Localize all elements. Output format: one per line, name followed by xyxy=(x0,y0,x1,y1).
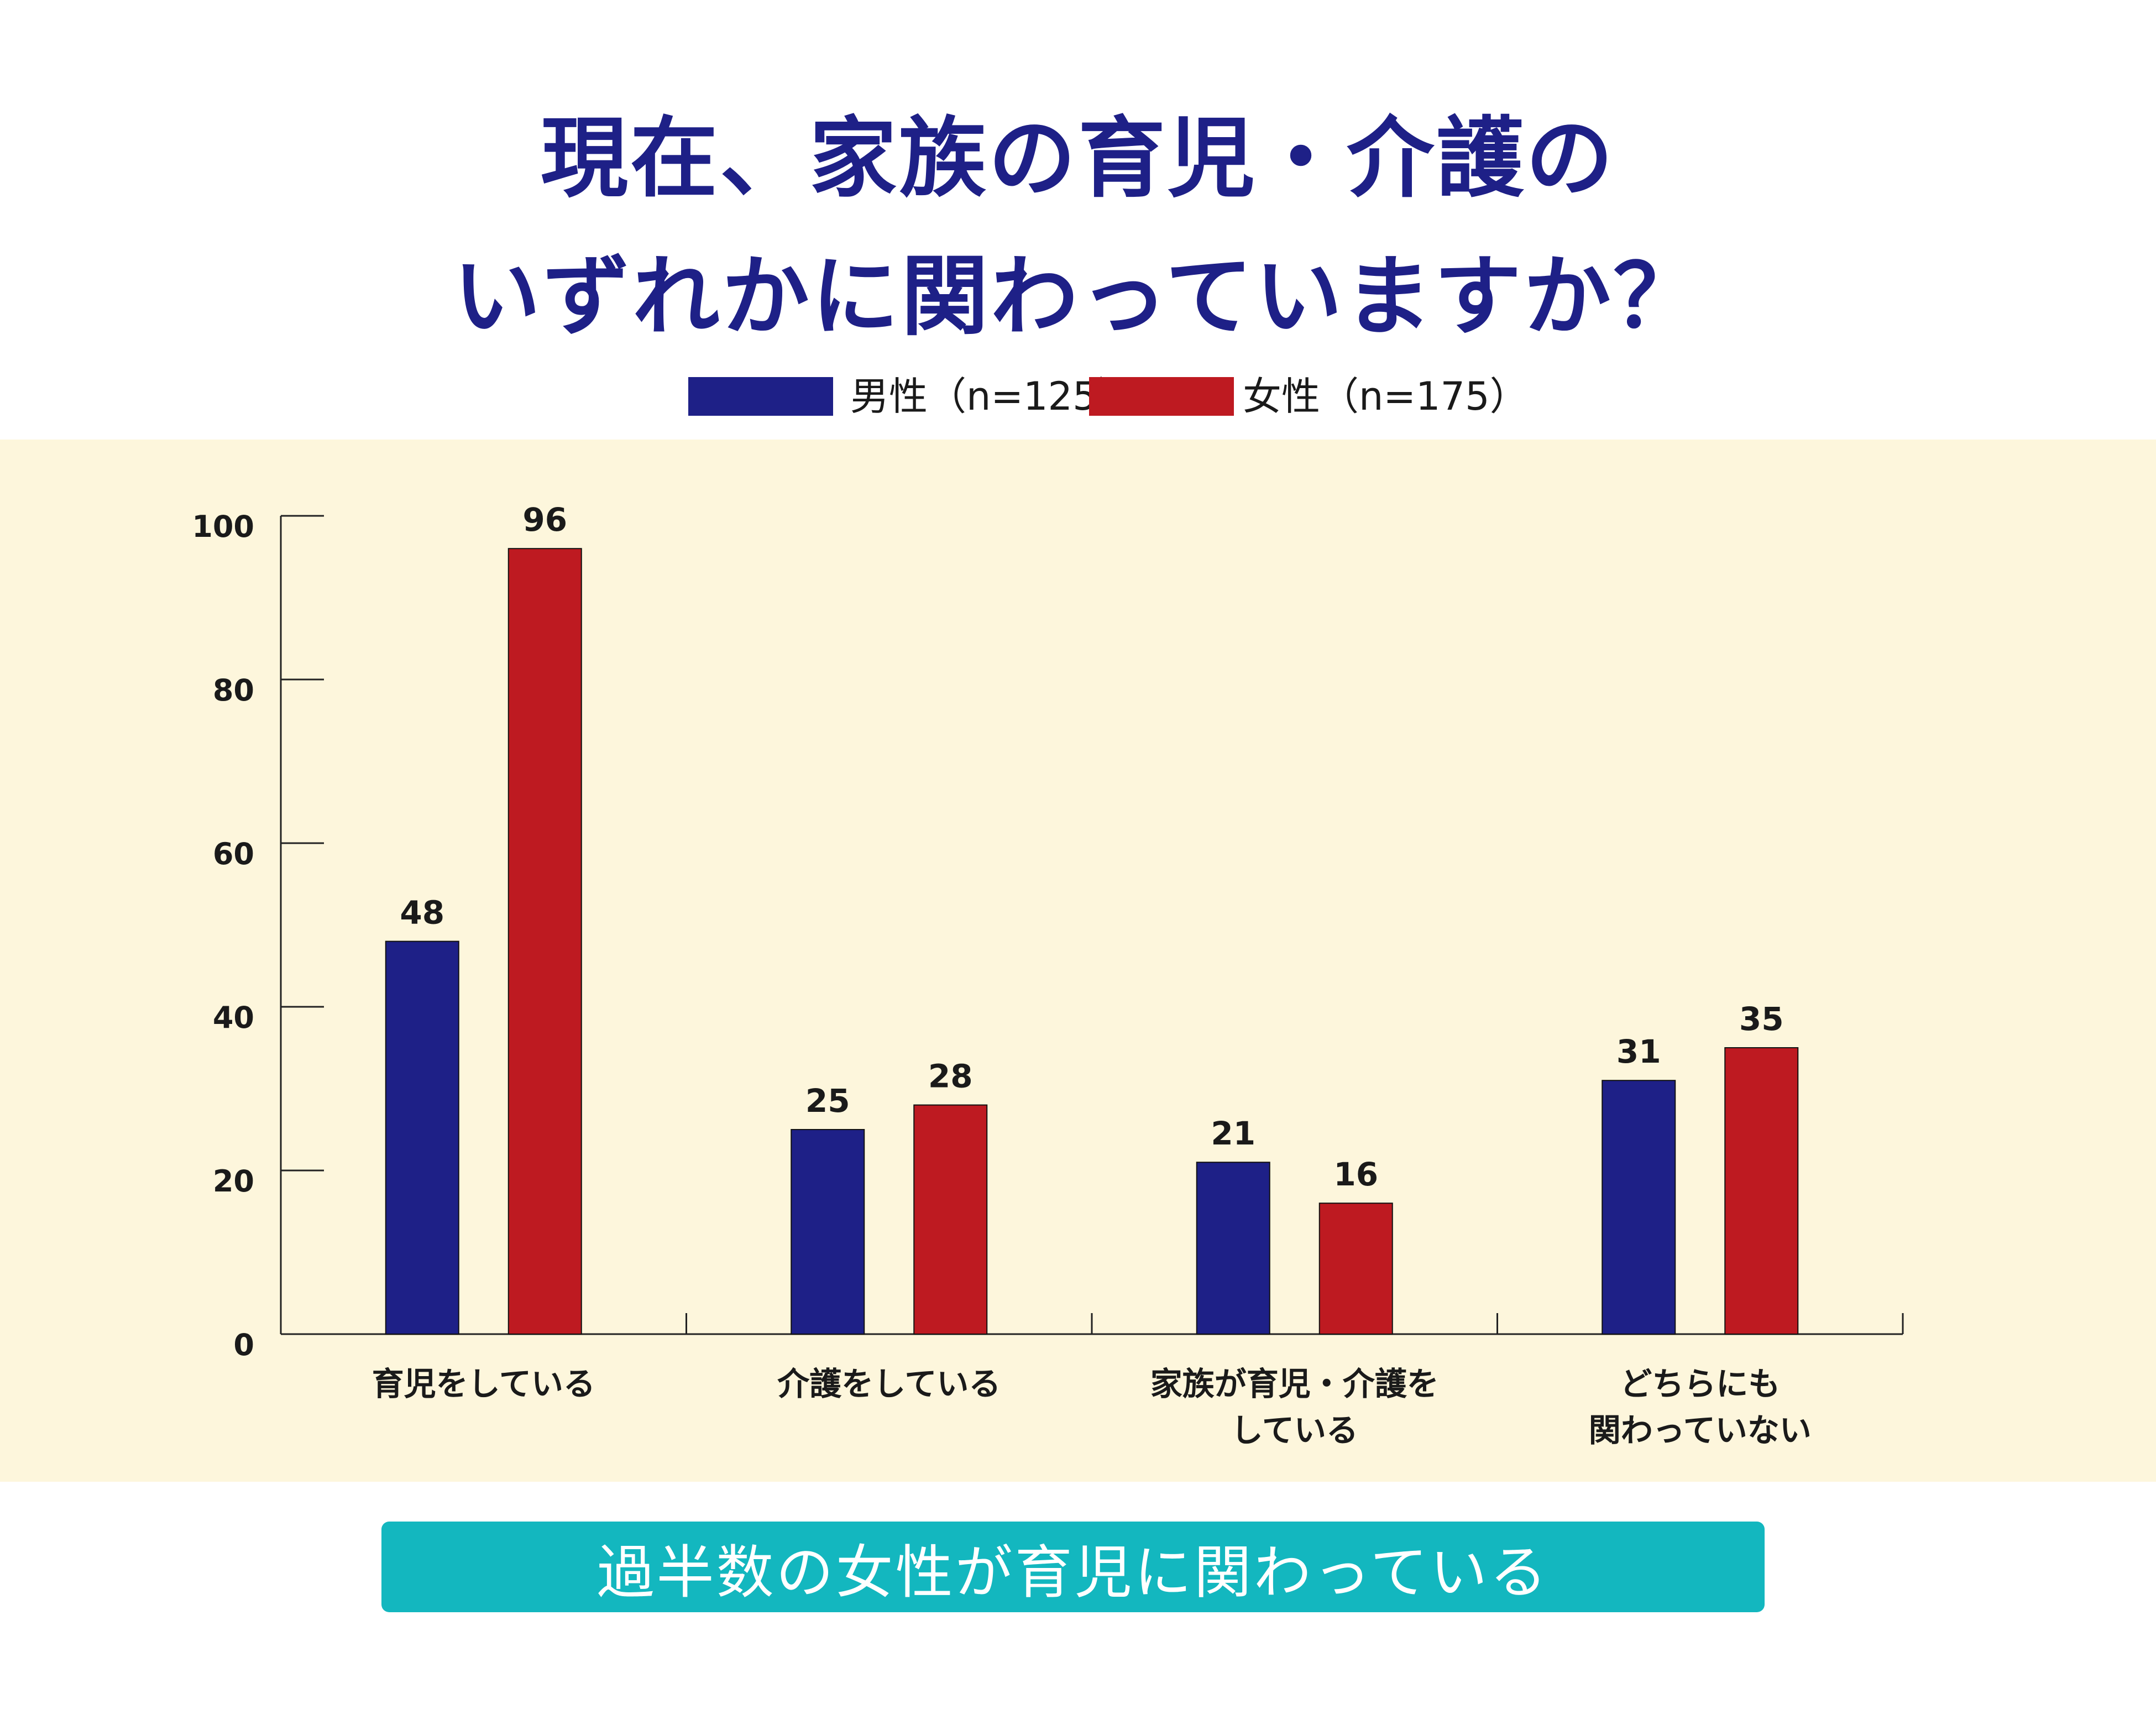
y-tick-label: 60 xyxy=(213,837,254,871)
bar-male-1 xyxy=(791,1129,865,1335)
value-label: 16 xyxy=(1333,1156,1378,1193)
x-category-label: している xyxy=(1231,1412,1358,1449)
chart-title-line-1: 現在、家族の育児・介護の xyxy=(541,108,1615,210)
x-category-label: どちらにも xyxy=(1620,1365,1780,1403)
y-tick-label: 80 xyxy=(213,673,254,708)
legend-swatch-female xyxy=(1089,377,1234,416)
bar-male-3 xyxy=(1602,1080,1676,1335)
bar-male-2 xyxy=(1196,1162,1270,1335)
value-label: 96 xyxy=(522,501,567,539)
y-tick-label: 100 xyxy=(192,509,254,544)
x-category-label: 介護をしている xyxy=(777,1365,1001,1403)
value-label: 28 xyxy=(928,1058,973,1095)
value-label: 31 xyxy=(1616,1033,1661,1070)
value-label: 21 xyxy=(1211,1115,1255,1152)
legend-label-female: 女性（n=175） xyxy=(1243,374,1529,419)
chart-panel: 0 20 40 60 80 100 48 96 育児をしている 25 28 介護をしている 21 16 家族… xyxy=(0,440,2156,1482)
value-label: 48 xyxy=(400,894,444,932)
bar-male-0 xyxy=(385,940,459,1335)
legend-label-male: 男性（n=125） xyxy=(850,374,1136,419)
value-label: 25 xyxy=(805,1082,850,1120)
legend-swatch-male xyxy=(688,377,833,416)
y-tick-label: 0 xyxy=(233,1327,254,1362)
chart-title-line-2: いずれかに関わっていますか？ xyxy=(453,246,1703,348)
bar-chart: 0 20 40 60 80 100 48 96 育児をしている 25 28 介護をしている 21 16 家族… xyxy=(192,501,1904,1449)
conclusion-banner: 過半数の女性が育児に関わっている xyxy=(381,1522,1765,1612)
x-category-label: 家族が育児・介護を xyxy=(1150,1365,1439,1403)
bar-female-0 xyxy=(507,548,582,1335)
bar-female-2 xyxy=(1318,1203,1393,1335)
value-label: 35 xyxy=(1739,1000,1784,1038)
y-tick-label: 40 xyxy=(213,1000,254,1035)
bar-female-3 xyxy=(1724,1047,1799,1335)
bar-female-1 xyxy=(913,1104,988,1335)
y-tick-label: 20 xyxy=(213,1164,254,1199)
x-category-label: 育児をしている xyxy=(372,1365,595,1403)
x-category-label: 関わっていない xyxy=(1589,1412,1812,1449)
